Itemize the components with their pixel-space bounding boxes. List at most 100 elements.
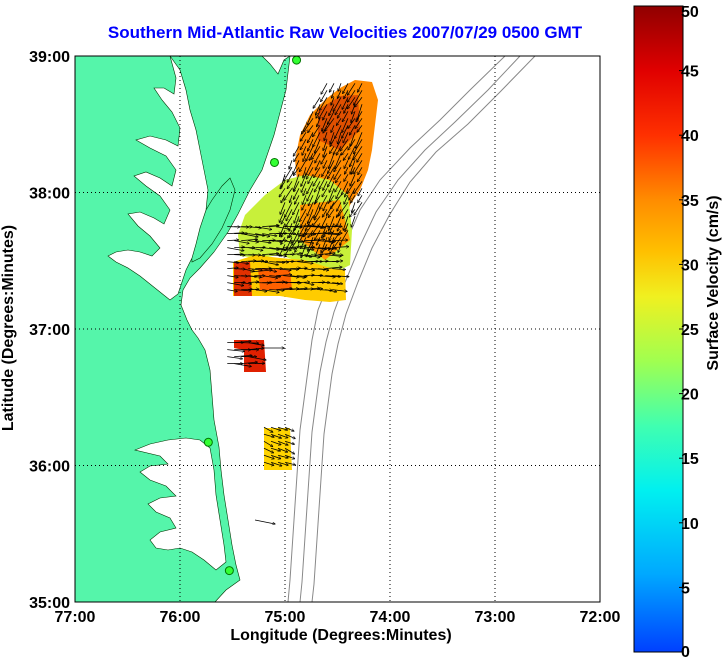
velocity-arrow <box>354 90 363 105</box>
velocity-arrow <box>344 160 349 168</box>
velocity-arrow <box>293 188 300 199</box>
velocity-arrow <box>227 247 244 251</box>
velocity-arrow <box>284 433 295 438</box>
velocity-arrow <box>255 255 264 256</box>
velocity-arrow <box>314 230 321 240</box>
velocity-arrow <box>255 289 266 292</box>
velocity-arrow <box>270 433 281 438</box>
radar-station-marker <box>224 566 234 576</box>
velocity-arrow <box>276 288 292 289</box>
velocity-arrow <box>329 223 335 234</box>
x-tick-label: 72:00 <box>580 609 621 626</box>
velocity-arrow <box>332 283 342 284</box>
y-tick-label: 39:00 <box>29 49 70 66</box>
velocity-arrow <box>342 209 349 218</box>
velocity-arrow <box>293 160 300 174</box>
velocity-arrow <box>332 247 348 248</box>
velocity-arrow <box>354 202 363 215</box>
velocity-arrow <box>318 269 328 271</box>
velocity-arrow <box>300 216 307 227</box>
velocity-arrow <box>319 174 328 189</box>
velocity-arrow <box>345 167 349 174</box>
velocity-arrow <box>305 216 314 230</box>
velocity-arrow <box>234 363 251 367</box>
velocity-arrow <box>321 153 328 164</box>
velocity-arrow <box>348 118 356 128</box>
velocity-arrow <box>301 125 307 134</box>
velocity-arrow <box>293 174 300 190</box>
velocity-arrow <box>357 153 363 162</box>
velocity-arrow <box>269 262 284 263</box>
velocity-arrow <box>333 97 342 111</box>
velocity-arrow <box>270 447 280 451</box>
velocity-arrow <box>302 146 307 155</box>
velocity-arrow <box>325 276 340 277</box>
velocity-arrow <box>270 426 281 430</box>
colorbar-tick-label: 25 <box>681 322 699 339</box>
velocity-arrow <box>304 234 315 235</box>
velocity-arrow <box>309 153 314 160</box>
velocity-arrow <box>227 289 237 292</box>
velocity-arrow <box>307 202 314 216</box>
velocity-arrow <box>281 216 286 224</box>
velocity-arrow <box>323 111 328 120</box>
y-tick-label: 38:00 <box>29 186 70 203</box>
velocity-arrow <box>262 247 279 250</box>
velocity-arrow <box>350 153 356 166</box>
velocity-arrow <box>319 104 328 118</box>
radar-stations <box>203 56 302 576</box>
velocity-arrow <box>299 223 307 236</box>
velocity-arrow <box>281 174 286 187</box>
velocity-arrow <box>313 174 321 186</box>
velocity-arrow <box>262 261 278 265</box>
velocity-arrow <box>350 132 356 146</box>
velocity-arrow <box>294 216 300 231</box>
velocity-arrow <box>287 181 293 188</box>
colorbar-label: Surface Velocity (cm/s) <box>705 195 722 370</box>
velocity-arrow <box>234 261 248 264</box>
velocity-arrow <box>262 275 277 279</box>
colorbar-tick-label: 10 <box>681 516 699 533</box>
colorbar-tick-label: 30 <box>681 257 699 274</box>
velocity-arrow <box>297 282 309 283</box>
velocity-arrow <box>300 132 307 141</box>
velocity-arrow <box>342 118 349 132</box>
velocity-arrow <box>351 111 356 122</box>
velocity-arrow <box>299 209 307 221</box>
velocity-arrow <box>297 261 313 264</box>
velocity-arrow <box>227 349 244 352</box>
velocity-arrow <box>321 90 328 101</box>
velocity-arrow <box>294 153 300 161</box>
velocity-arrow <box>262 233 276 236</box>
velocity-arrow <box>336 188 342 198</box>
velocity-arrow <box>330 132 335 144</box>
colorbar-tick-label: 15 <box>681 451 699 468</box>
velocity-arrow <box>263 426 273 432</box>
velocity-arrow <box>344 104 349 113</box>
x-tick-label: 73:00 <box>475 609 516 626</box>
velocity-arrow <box>284 426 294 431</box>
velocity-arrow <box>335 181 342 192</box>
x-axis-label: Longitude (Degrees:Minutes) <box>230 627 451 644</box>
velocity-arrow <box>248 342 264 346</box>
velocity-arrow <box>348 139 356 149</box>
velocity-arrow <box>322 167 328 176</box>
velocity-arrow <box>341 146 349 155</box>
velocity-arrow <box>351 195 356 203</box>
velocity-arrow <box>269 282 284 283</box>
velocity-arrow <box>269 247 285 250</box>
velocity-arrow <box>284 447 294 454</box>
velocity-arrow <box>276 268 291 271</box>
velocity-arrow <box>351 104 356 114</box>
velocity-arrow <box>283 241 293 243</box>
velocity-arrow <box>337 202 342 211</box>
velocity-arrow <box>334 167 342 179</box>
velocity-arrow <box>308 139 314 151</box>
velocity-arrow <box>311 247 326 250</box>
velocity-arrow <box>284 440 294 444</box>
velocity-arrow <box>332 269 345 270</box>
velocity-arrow <box>347 97 356 108</box>
velocity-arrow <box>248 269 262 270</box>
velocity-arrow <box>248 356 266 360</box>
velocity-arrow <box>314 167 321 177</box>
